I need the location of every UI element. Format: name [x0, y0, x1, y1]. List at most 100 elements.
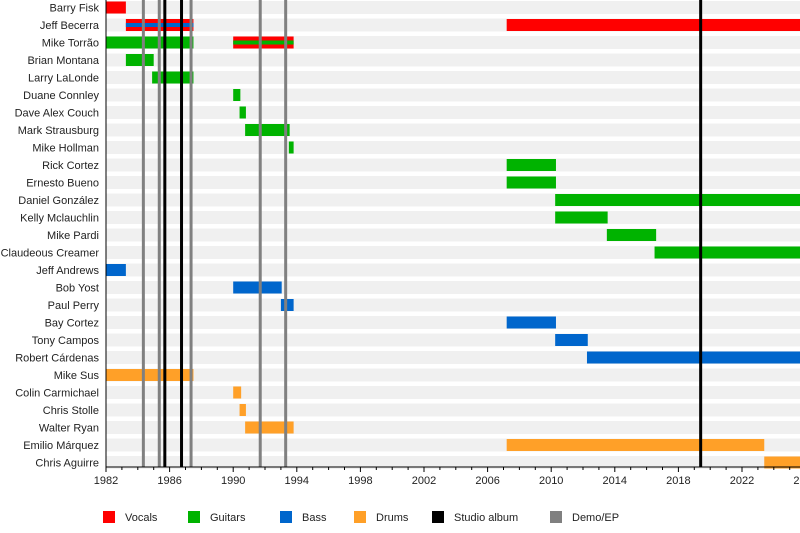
- bar-guitars: [239, 106, 246, 119]
- member-label: Duane Connley: [23, 90, 99, 102]
- bar-guitars: [555, 211, 608, 224]
- member-label: Bob Yost: [56, 283, 99, 295]
- bar-drums: [245, 421, 294, 434]
- legend-label-guitars: Guitars: [210, 512, 246, 524]
- bar-bass: [280, 299, 294, 311]
- member-label: Jeff Andrews: [36, 265, 99, 277]
- row-background: [106, 386, 800, 399]
- row-background: [106, 368, 800, 382]
- legend-swatch-vocals: [103, 511, 115, 523]
- legend-swatch-guitars: [188, 511, 200, 523]
- bar-drums: [764, 456, 800, 469]
- bar-guitars: [506, 159, 556, 171]
- row-background: [106, 71, 800, 84]
- member-label: Daniel González: [18, 195, 99, 207]
- row-background: [106, 246, 800, 259]
- x-tick-label: 2010: [539, 475, 563, 487]
- member-label: Claudeous Creamer: [1, 248, 100, 260]
- row-background: [106, 421, 800, 434]
- x-tick-label: 2026: [793, 475, 800, 487]
- row-background: [106, 123, 800, 137]
- x-tick-label: 1994: [285, 475, 309, 487]
- row-background: [106, 456, 800, 469]
- x-tick-label: 2006: [475, 475, 499, 487]
- member-label: Walter Ryan: [39, 423, 99, 435]
- row-background: [106, 281, 800, 294]
- member-label: Colin Carmichael: [15, 388, 99, 400]
- bar-guitars: [152, 71, 194, 84]
- row-backgrounds: [106, 1, 800, 469]
- row-background: [106, 403, 800, 417]
- bar-drums: [106, 369, 194, 381]
- member-label: Mike Pardi: [47, 230, 99, 242]
- member-label: Tony Campos: [32, 335, 100, 347]
- member-label: Brian Montana: [27, 55, 99, 67]
- member-label: Jeff Becerra: [40, 20, 100, 32]
- x-tick-label: 2002: [412, 475, 436, 487]
- bar-guitars: [555, 194, 800, 206]
- legend-swatch-studio: [432, 511, 444, 523]
- member-labels: Barry Fisk Jeff Becerra Mike Torrão Brian M…: [1, 3, 100, 470]
- row-background: [106, 263, 800, 277]
- bar-guitars: [606, 229, 657, 241]
- bar-guitars: [106, 36, 194, 49]
- legend-swatch-bass: [280, 511, 292, 523]
- member-label: Chris Stolle: [43, 405, 99, 417]
- member-label: Ernesto Bueno: [26, 178, 99, 190]
- member-label: Paul Perry: [48, 300, 100, 312]
- row-background: [106, 228, 800, 242]
- legend-label-drums: Drums: [376, 512, 409, 524]
- legend-swatch-demo: [550, 511, 562, 523]
- x-tick-label: 1982: [94, 475, 118, 487]
- bar-guitars: [125, 54, 154, 66]
- member-label: Mike Sus: [54, 370, 100, 382]
- bar-guitars: [654, 246, 800, 259]
- row-background: [106, 141, 800, 154]
- member-label: Mike Torrão: [42, 38, 99, 50]
- x-tick-label: 1998: [348, 475, 372, 487]
- member-label: Mark Strausburg: [18, 125, 99, 137]
- bar-drums: [233, 386, 242, 399]
- member-label: Mike Hollman: [32, 143, 99, 155]
- bar-vocals: [106, 1, 126, 14]
- legend-label-bass: Bass: [302, 512, 327, 524]
- row-background: [106, 88, 800, 102]
- member-label: Dave Alex Couch: [15, 108, 99, 120]
- row-background: [106, 333, 800, 347]
- legend: Vocals Guitars Bass Drums Studio album Demo/E…: [103, 511, 619, 524]
- member-label: Bay Cortez: [45, 318, 99, 330]
- row-background: [106, 1, 800, 14]
- bar-vocals: [506, 19, 800, 31]
- bar-bass: [233, 281, 282, 294]
- bar-drums: [239, 404, 246, 416]
- event-lines: [141, 0, 703, 467]
- row-background: [106, 106, 800, 119]
- x-axis: 1982 1986 1990 1994 1998 2002 2006 2010 2014 2018…: [94, 0, 800, 487]
- x-tick-label: 2022: [730, 475, 754, 487]
- bar-bass: [106, 264, 126, 276]
- bar-drums: [506, 439, 765, 451]
- member-label: Kelly Mclauchlin: [20, 213, 99, 225]
- member-label: Chris Aguirre: [35, 458, 99, 470]
- row-background: [106, 158, 800, 172]
- x-tick-label: 2014: [603, 475, 627, 487]
- bar-guitars: [245, 124, 290, 136]
- bar-stripe-guitars: [233, 40, 294, 45]
- bar-guitars: [288, 141, 294, 154]
- row-background: [106, 36, 800, 49]
- legend-swatch-drums: [354, 511, 366, 523]
- member-label: Larry LaLonde: [28, 73, 99, 85]
- bar-guitars: [506, 176, 556, 189]
- row-background: [106, 298, 800, 312]
- row-background: [106, 316, 800, 329]
- member-label: Rick Cortez: [42, 160, 99, 172]
- legend-label-demo: Demo/EP: [572, 512, 619, 524]
- bar-bass: [506, 316, 556, 329]
- bar-bass: [555, 334, 588, 346]
- x-tick-label: 1986: [157, 475, 181, 487]
- bar-guitars: [233, 89, 241, 101]
- member-label: Barry Fisk: [50, 3, 100, 15]
- row-background: [106, 53, 800, 67]
- legend-label-studio: Studio album: [454, 512, 518, 524]
